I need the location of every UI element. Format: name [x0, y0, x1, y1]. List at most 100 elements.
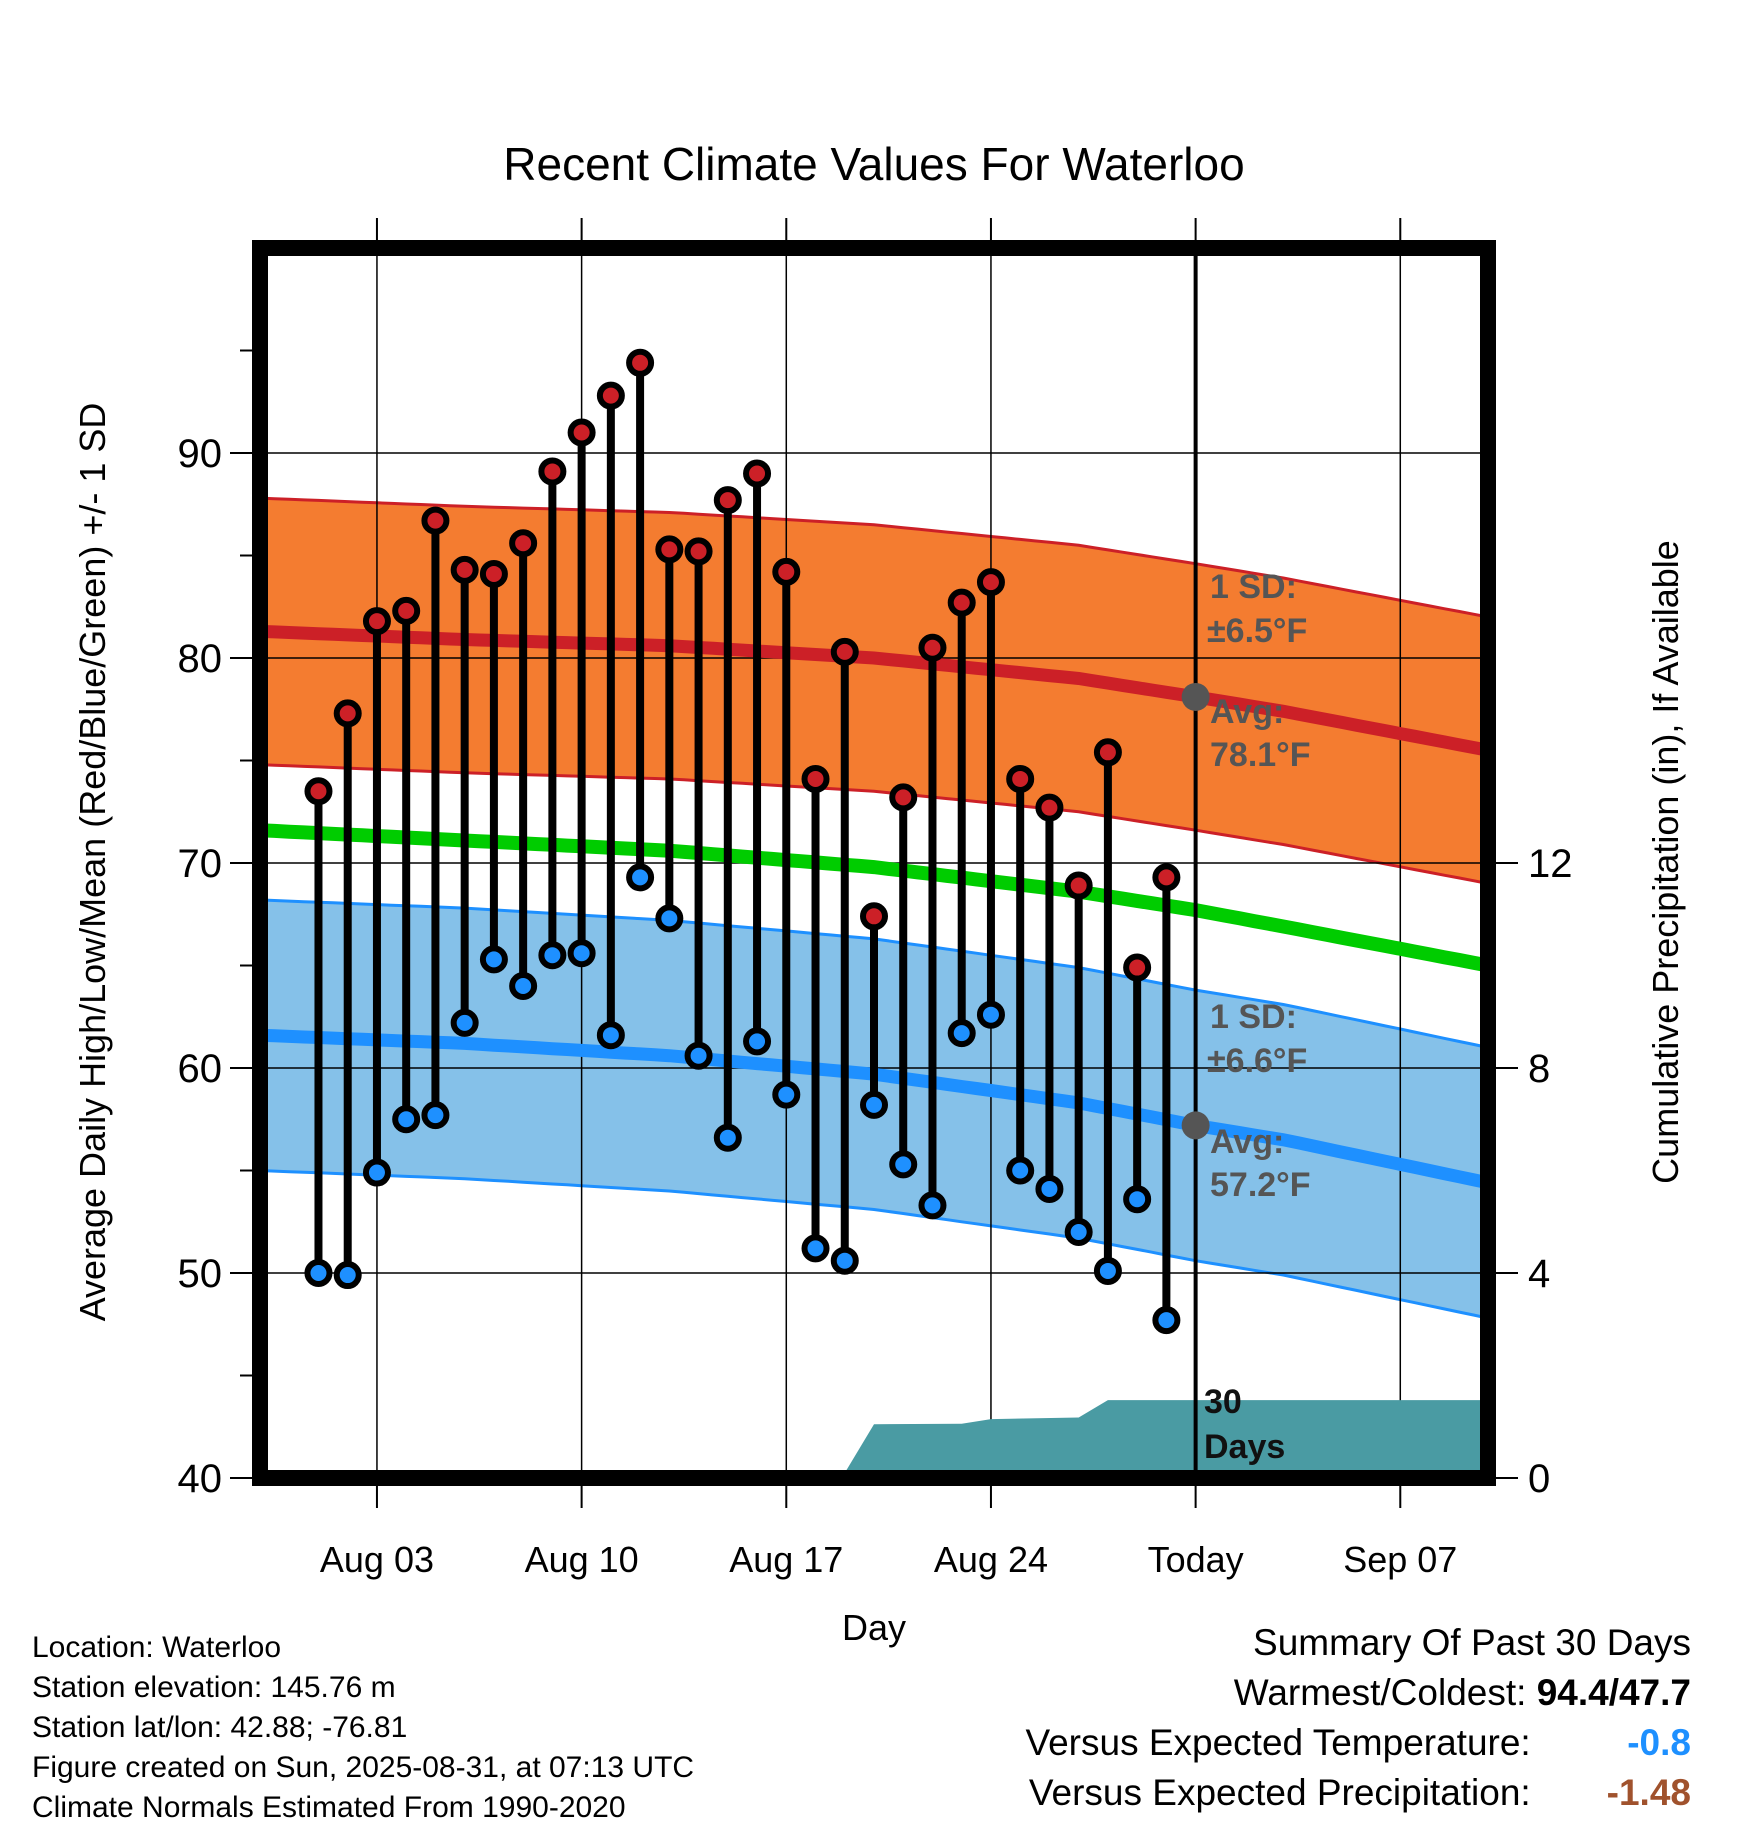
info-location: Location: Waterloo [32, 1631, 282, 1664]
precip-cumulative-area [786, 1400, 1488, 1478]
high-point [947, 588, 976, 617]
y-tick-label: 60 [178, 1047, 223, 1091]
summary-temp-row: Versus Expected Temperature: -0.8 [1025, 1718, 1691, 1768]
low-point [743, 1027, 772, 1056]
high-point [1064, 871, 1093, 900]
high-point [1152, 863, 1181, 892]
high-sd-label: 1 SD: [1210, 568, 1297, 606]
low-point [626, 863, 655, 892]
y2-tick-label: 8 [1528, 1047, 1550, 1091]
y-tick-label: 90 [178, 432, 223, 476]
high-point [684, 537, 713, 566]
info-elevation: Station elevation: 145.76 m [32, 1671, 396, 1704]
plot-frame [252, 240, 1496, 1486]
low-point [772, 1080, 801, 1109]
x-tick-label: Sep 07 [1343, 1539, 1457, 1580]
axis-ticks: 40 50 60 70 80 90 0 4 8 12 Aug 03 Aug 10 Aug 17 Aug 2… [178, 218, 1573, 1580]
today-avg-high-marker [1181, 682, 1210, 711]
low-point [1035, 1174, 1064, 1203]
high-point [889, 783, 918, 812]
low-point [538, 941, 567, 970]
summary-title: Summary Of Past 30 Days [1253, 1622, 1691, 1663]
low-point [509, 972, 538, 1000]
today-avg-low-marker [1181, 1111, 1210, 1140]
low-point [333, 1261, 362, 1290]
high-point [304, 777, 333, 806]
high-point [626, 348, 655, 377]
y2-tick-label: 0 [1528, 1457, 1550, 1501]
high-point [801, 764, 830, 793]
low-point [801, 1234, 830, 1263]
high-point [1035, 793, 1064, 822]
summary-precip-row: Versus Expected Precipitation: -1.48 [1025, 1768, 1691, 1818]
low-point [918, 1191, 947, 1220]
high-sd-band [260, 498, 1488, 884]
precip-label-1: 30 [1204, 1383, 1242, 1421]
low-sd-label: 1 SD: [1210, 998, 1297, 1036]
low-avg-value: 57.2°F [1210, 1166, 1311, 1204]
summary-temp-label: Versus Expected Temperature: [1025, 1722, 1531, 1763]
low-point [976, 1000, 1005, 1029]
low-point [947, 1019, 976, 1048]
high-point [976, 568, 1005, 597]
chart-title: Recent Climate Values For Waterloo [503, 138, 1244, 190]
low-point [1123, 1185, 1152, 1214]
y2-tick-label: 4 [1528, 1252, 1550, 1296]
low-point [1093, 1256, 1122, 1285]
low-point [392, 1105, 421, 1134]
low-point [830, 1246, 859, 1275]
summary-panel: Summary Of Past 30 Days Warmest/Coldest:… [1025, 1618, 1691, 1818]
high-avg-value: 78.1°F [1210, 736, 1311, 774]
low-point [1064, 1218, 1093, 1246]
low-point [450, 1008, 479, 1037]
high-sd-value: ±6.5°F [1207, 612, 1307, 650]
summary-warm-cold-label: Warmest/Coldest: [1233, 1672, 1527, 1713]
high-point [1006, 764, 1035, 793]
low-point [304, 1259, 333, 1287]
high-point [830, 637, 859, 666]
high-point [421, 506, 450, 535]
low-sd-value: ±6.6°F [1207, 1042, 1307, 1080]
summary-precip-value: -1.48 [1606, 1772, 1691, 1813]
y2-axis-title: Cumulative Precipitation (in), If Availa… [1645, 540, 1686, 1184]
low-point [860, 1090, 888, 1119]
plot-border [252, 240, 1496, 1486]
summary-temp-value: -0.8 [1627, 1722, 1691, 1763]
summary-warm-cold-row: Warmest/Coldest: 94.4/47.7 [1025, 1668, 1691, 1718]
station-info: Location: Waterloo Station elevation: 14… [32, 1628, 694, 1828]
high-point [333, 699, 362, 728]
info-latlon: Station lat/lon: 42.88; -76.81 [32, 1711, 408, 1744]
low-point [889, 1150, 918, 1179]
high-point [918, 633, 947, 662]
low-point [713, 1123, 742, 1152]
y-tick-label: 40 [178, 1457, 223, 1501]
info-normals: Climate Normals Estimated From 1990-2020 [32, 1791, 626, 1824]
y-tick-label: 50 [178, 1252, 223, 1296]
daily-points [304, 348, 1181, 1335]
high-point [362, 607, 391, 636]
low-point [567, 939, 596, 968]
high-point [596, 381, 625, 410]
high-point [392, 596, 421, 625]
high-avg-label: Avg: [1210, 693, 1284, 731]
low-point [655, 904, 684, 933]
high-point [1093, 738, 1122, 767]
daily-range-stems [314, 362, 1171, 1321]
y-tick-label: 80 [178, 637, 223, 681]
high-point [1123, 953, 1152, 982]
high-sd-upper-edge [259, 496, 1489, 619]
y-axis-title: Average Daily High/Low/Mean (Red/Blue/Gr… [72, 403, 113, 1322]
summary-precip-label: Versus Expected Precipitation: [1028, 1772, 1531, 1813]
annotation-high: 1 SD: ±6.5°F Avg: 78.1°F [1207, 568, 1311, 774]
high-point [538, 457, 567, 486]
x-tick-label: Aug 03 [320, 1539, 434, 1580]
info-created: Figure created on Sun, 2025-08-31, at 07… [32, 1751, 695, 1784]
low-sd-lower-edge [259, 1169, 1489, 1320]
summary-warm-cold-value: 94.4/47.7 [1536, 1672, 1691, 1713]
y2-tick-label: 12 [1528, 842, 1573, 886]
low-point [684, 1041, 713, 1070]
annotation-precip: 30 Days [1204, 1383, 1285, 1466]
high-point [567, 418, 596, 447]
x-tick-label: Today [1148, 1539, 1244, 1580]
